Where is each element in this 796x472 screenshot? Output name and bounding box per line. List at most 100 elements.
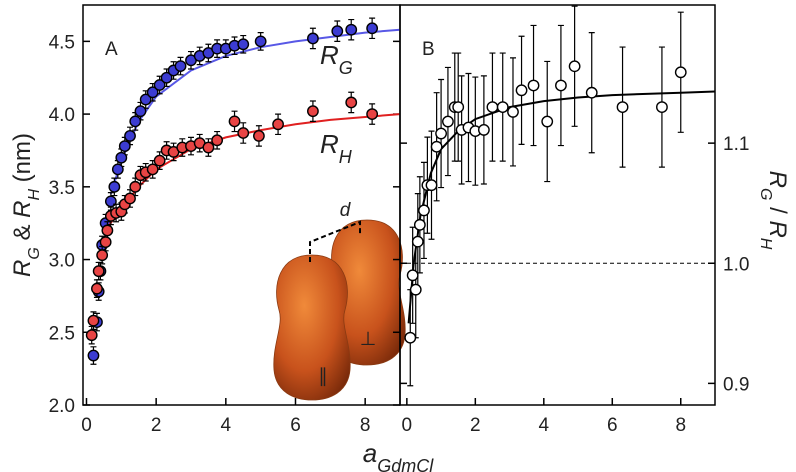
data-point (452, 101, 465, 114)
panel-label: B (422, 39, 435, 60)
data-point (153, 79, 166, 91)
data-point (101, 224, 114, 237)
label-part: R (9, 201, 36, 218)
x-tick-label: 8 (360, 415, 371, 436)
label-part: R (320, 129, 339, 159)
y-tick-label: 3.5 (49, 178, 75, 199)
y2-axis-label: RG / RH (758, 171, 792, 250)
data-point (124, 192, 136, 205)
data-point (91, 282, 103, 295)
label-part: GdmCl (377, 456, 434, 472)
front-shape (273, 254, 351, 401)
data-point (555, 79, 567, 92)
data-point (134, 105, 147, 118)
data-point (139, 93, 152, 106)
data-point (108, 180, 121, 193)
data-point (435, 127, 447, 140)
series-label: RH (320, 129, 353, 167)
y-tick-label: 4.5 (49, 32, 75, 53)
data-point (418, 204, 430, 217)
data-point (160, 71, 173, 84)
y-tick-label: 2.5 (49, 323, 75, 344)
label-part: H (758, 238, 775, 250)
data-point (253, 130, 265, 142)
data-point (146, 163, 159, 176)
y-tick-label: 2.0 (49, 396, 75, 417)
data-point (409, 283, 422, 296)
data-point (568, 60, 581, 73)
data-point (272, 118, 284, 131)
data-point (366, 22, 379, 35)
data-point (115, 151, 128, 164)
data-point (404, 331, 417, 344)
data-point (99, 236, 112, 248)
data-point (406, 269, 419, 282)
data-point (486, 101, 499, 114)
data-point (211, 134, 224, 147)
data-point (129, 115, 142, 128)
data-point (124, 130, 136, 142)
data-point (656, 101, 668, 114)
data-point (92, 265, 105, 278)
x-tick-label: 0 (81, 415, 92, 436)
data-point (674, 66, 687, 79)
x-tick-label: 2 (151, 415, 162, 436)
y-tick-label: 4.0 (49, 105, 75, 126)
data-point (129, 180, 142, 193)
x-axis-label: aGdmCl (363, 438, 434, 472)
y-tick-label: 3.0 (49, 251, 75, 272)
label-part: & (9, 218, 36, 247)
data-point (430, 140, 443, 153)
data-point (96, 249, 109, 262)
y2-tick-label: 1.1 (723, 134, 749, 155)
label-part: H (26, 189, 43, 201)
data-point (345, 23, 358, 36)
data-point (111, 163, 124, 176)
label-part: (nm) (9, 133, 36, 189)
data-point (515, 84, 528, 97)
data-point (585, 86, 598, 99)
data-point (507, 106, 519, 118)
data-point (118, 140, 131, 152)
label-part: R (764, 171, 791, 188)
y2-tick-label: 0.9 (723, 374, 749, 395)
inset-label: ∥ (318, 366, 328, 387)
data-point (527, 79, 540, 92)
data-point (411, 235, 424, 248)
data-point (442, 115, 454, 128)
y2-tick-label: 1.0 (723, 254, 749, 275)
distance-bracket (309, 220, 361, 262)
x-tick-label: 8 (675, 415, 686, 436)
data-point (228, 115, 241, 128)
data-point (87, 349, 100, 362)
data-point (104, 195, 117, 208)
data-point (307, 32, 319, 45)
label-part: G (339, 58, 353, 78)
label-part: H (339, 147, 353, 167)
x-tick-label: 6 (607, 415, 618, 436)
data-point (153, 154, 166, 167)
data-point (174, 60, 187, 72)
data-point (425, 179, 438, 192)
x-tick-label: 4 (221, 415, 232, 436)
data-point (331, 25, 344, 38)
data-point (366, 108, 379, 120)
label-part: R (764, 220, 791, 237)
x-tick-label: 0 (402, 415, 413, 436)
data-point (146, 86, 159, 99)
data-point (237, 38, 250, 51)
data-point (345, 96, 358, 109)
data-point (496, 101, 509, 114)
data-point (307, 105, 319, 118)
x-tick-label: 2 (470, 415, 481, 436)
label-part: a (363, 438, 377, 468)
label-part: / (764, 200, 791, 220)
y-axis-label: RG & RH (nm) (9, 133, 43, 277)
data-point (87, 314, 100, 327)
x-tick-label: 4 (539, 415, 550, 436)
label-part: R (320, 40, 339, 70)
inset-label: d (340, 200, 352, 221)
label-part: R (9, 260, 36, 277)
data-point (477, 124, 490, 136)
